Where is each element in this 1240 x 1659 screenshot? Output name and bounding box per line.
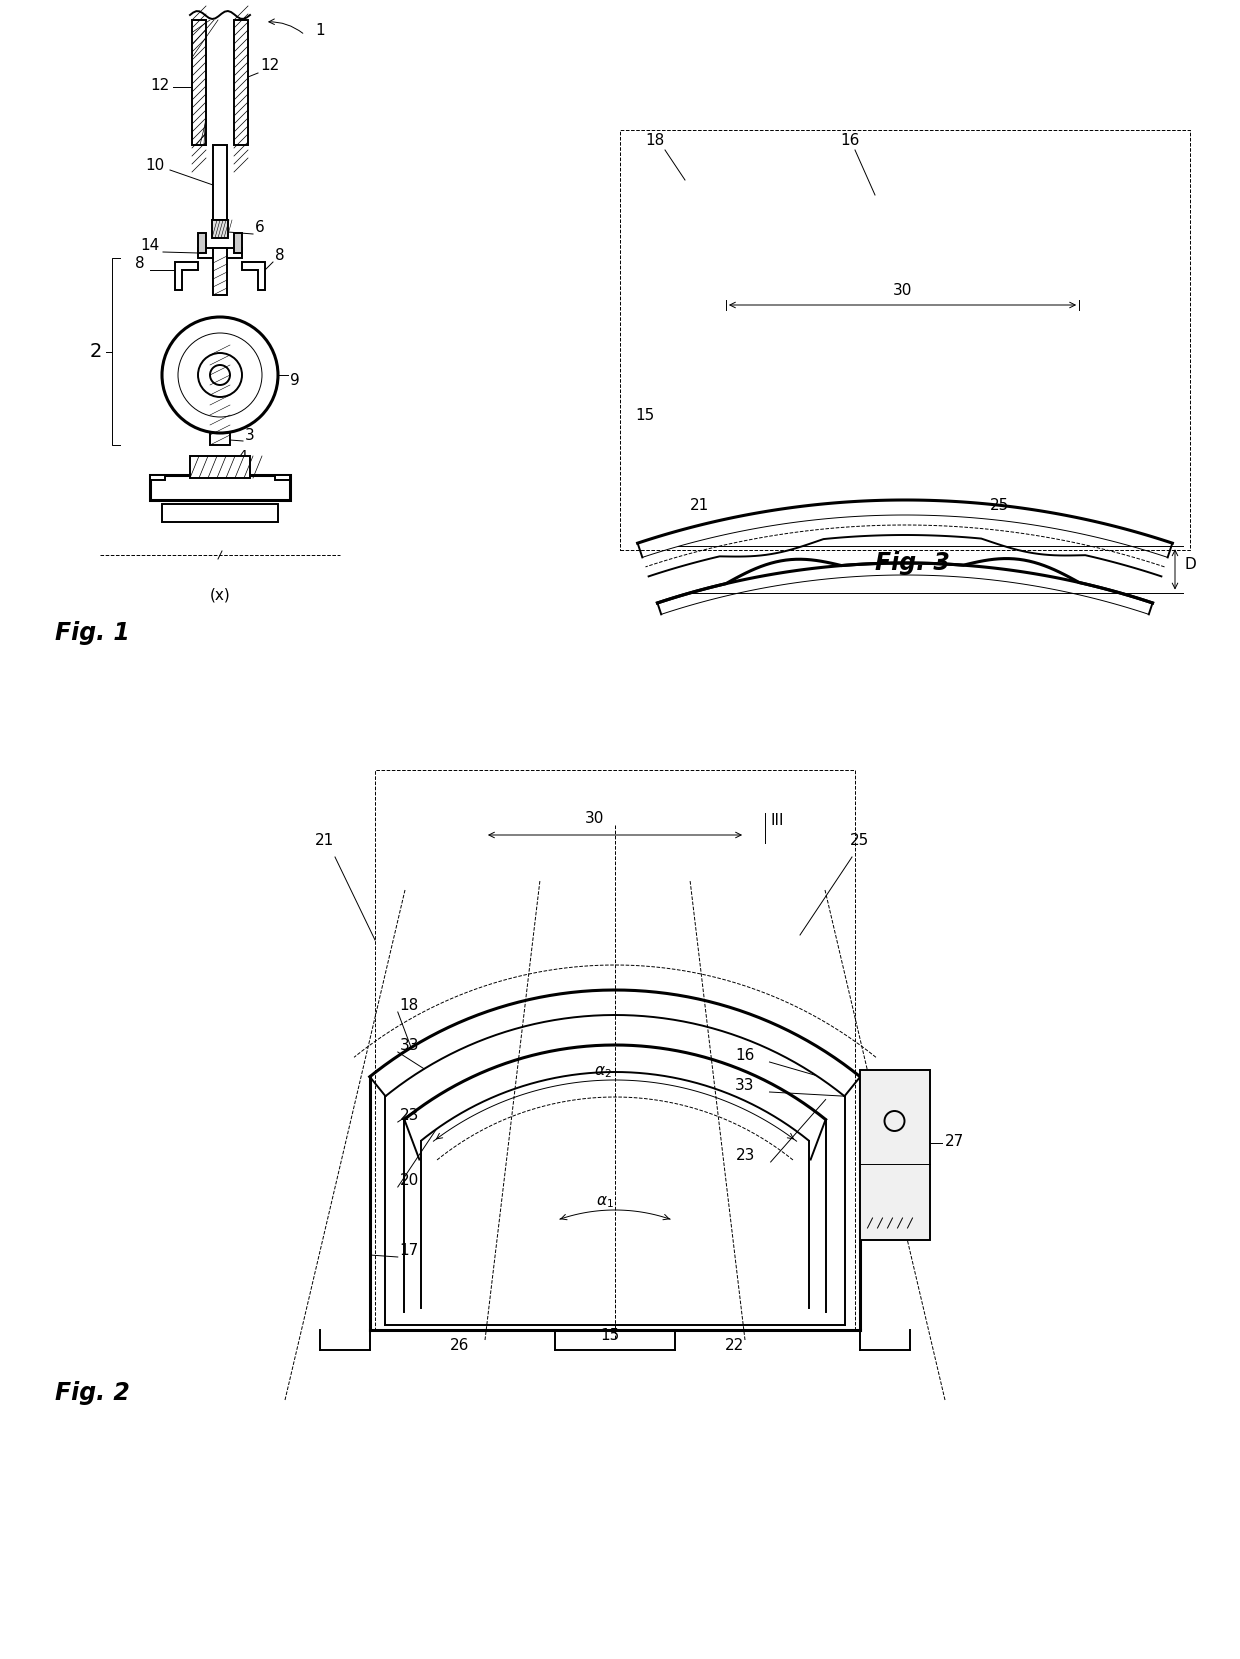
Text: 25: 25	[990, 498, 1009, 513]
Bar	[212, 221, 228, 237]
Bar	[213, 247, 227, 295]
Bar	[859, 1070, 930, 1239]
Text: 22: 22	[725, 1339, 744, 1354]
Bar	[192, 20, 206, 144]
Text: 3: 3	[246, 428, 254, 443]
Text: 27: 27	[945, 1135, 963, 1150]
Text: D: D	[1185, 557, 1197, 572]
Text: 8: 8	[135, 255, 145, 270]
Text: Fig. 2: Fig. 2	[55, 1380, 130, 1405]
Text: 18: 18	[399, 999, 419, 1014]
Text: 18: 18	[645, 133, 665, 148]
Bar	[162, 504, 278, 523]
Text: 17: 17	[399, 1243, 419, 1258]
Text: $\alpha_2$: $\alpha_2$	[594, 1063, 611, 1080]
Bar	[374, 770, 856, 1331]
Polygon shape	[242, 262, 265, 290]
Text: III: III	[770, 813, 784, 828]
Text: 2: 2	[89, 342, 102, 362]
Text: 20: 20	[399, 1173, 419, 1188]
Bar	[150, 474, 165, 479]
Text: 33: 33	[399, 1039, 419, 1053]
Text: Fig. 3: Fig. 3	[875, 551, 950, 576]
Text: 1: 1	[315, 23, 325, 38]
Bar	[190, 456, 250, 478]
Text: 33: 33	[735, 1078, 754, 1093]
Text: 16: 16	[735, 1048, 754, 1063]
Text: 30: 30	[893, 284, 913, 299]
Text: 8: 8	[275, 247, 285, 264]
Bar	[213, 144, 227, 221]
Text: 30: 30	[585, 811, 605, 826]
Text: 26: 26	[450, 1339, 470, 1354]
Text: (x): (x)	[210, 587, 231, 602]
Text: 15: 15	[600, 1327, 619, 1344]
Bar	[210, 345, 229, 445]
Text: $\alpha_1$: $\alpha_1$	[596, 1194, 614, 1209]
Text: 12: 12	[151, 78, 170, 93]
Polygon shape	[175, 262, 198, 290]
Text: 23: 23	[737, 1148, 755, 1163]
Text: 4: 4	[238, 450, 247, 463]
Text: 15: 15	[635, 408, 655, 423]
Bar	[234, 20, 248, 144]
Text: 6: 6	[255, 221, 265, 236]
Text: 21: 21	[315, 833, 335, 848]
Text: 12: 12	[260, 58, 279, 73]
Bar	[198, 232, 206, 254]
Text: 23: 23	[399, 1108, 419, 1123]
Circle shape	[162, 317, 278, 433]
Text: 14: 14	[141, 237, 160, 254]
Bar	[620, 129, 1190, 551]
Circle shape	[210, 365, 229, 385]
Circle shape	[198, 353, 242, 397]
Text: 10: 10	[146, 158, 165, 173]
Bar	[198, 247, 242, 259]
Bar	[150, 474, 290, 499]
Text: Fig. 1: Fig. 1	[55, 620, 130, 645]
Text: 9: 9	[290, 373, 300, 388]
Bar	[234, 232, 242, 254]
Text: 25: 25	[849, 833, 869, 848]
Text: 16: 16	[839, 133, 859, 148]
Bar	[275, 474, 290, 479]
Circle shape	[179, 333, 262, 416]
Text: 21: 21	[689, 498, 709, 513]
